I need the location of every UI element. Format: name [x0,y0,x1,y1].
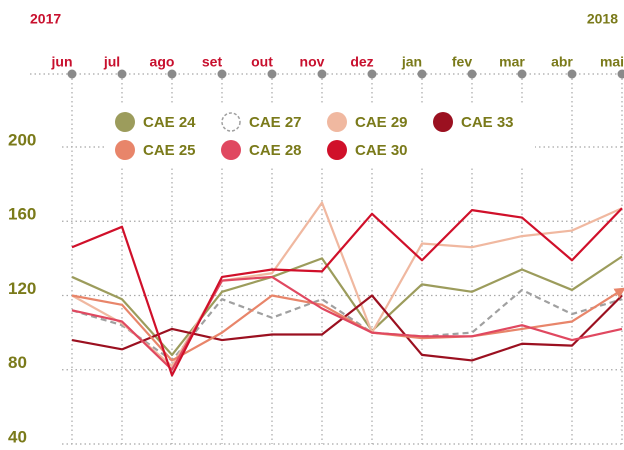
legend-background [105,104,535,166]
x-tick-dot [567,69,577,79]
x-tick-dot [417,69,427,79]
x-tick-dot [517,69,527,79]
legend-marker [115,140,135,160]
x-tick-label: mar [499,54,525,70]
legend-marker [433,112,453,132]
y-tick-label: 120 [8,279,36,298]
y-tick-label: 80 [8,353,27,372]
series-line [71,294,623,362]
y-tick-label: 160 [8,205,36,224]
legend-label: CAE 28 [249,142,302,159]
x-tick-dot [267,69,277,79]
x-tick-dot [617,69,624,79]
legend-item: CAE 25 [115,140,196,160]
legend-label: CAE 30 [355,142,408,159]
y-tick-label: 40 [8,427,27,446]
x-tick-label: jun [51,54,73,70]
x-tick-dot [367,69,377,79]
legend-marker [327,112,347,132]
legend-item: CAE 29 [327,112,408,132]
legend-marker [327,140,347,160]
x-tick-label: set [202,54,223,70]
x-tick-label: abr [551,54,573,70]
y-tick-label: 200 [8,130,36,149]
x-tick-label: mai [600,54,624,70]
x-tick-dot [467,69,477,79]
x-tick-dot [317,69,327,79]
legend-label: CAE 33 [461,114,514,131]
legend-item: CAE 33 [433,112,514,132]
x-tick-label: ago [150,54,175,70]
x-tick-dot [67,69,77,79]
series-line [71,275,623,371]
x-tick-label: jul [103,54,120,70]
series-line [71,201,623,368]
series-line [71,207,623,377]
legend-item: CAE 30 [327,140,408,160]
legend-item: CAE 27 [221,112,302,132]
year-label: 2017 [30,11,61,27]
legend-label: CAE 27 [249,114,302,131]
series-line [71,288,623,362]
series-line [71,255,623,356]
x-tick-dot [217,69,227,79]
legend-marker [115,112,135,132]
legend-marker [221,140,241,160]
legend-item: CAE 28 [221,140,302,160]
legend-label: CAE 25 [143,142,196,159]
legend-marker [221,112,241,132]
legend-item: CAE 24 [115,112,196,132]
x-tick-label: jan [401,54,422,70]
year-label: 2018 [587,11,618,27]
x-tick-label: nov [300,54,325,70]
legend-label: CAE 29 [355,114,408,131]
x-tick-dot [117,69,127,79]
x-tick-label: fev [452,54,472,70]
legend-label: CAE 24 [143,114,196,131]
x-tick-label: dez [350,54,373,70]
x-tick-dot [167,69,177,79]
x-tick-label: out [251,54,273,70]
